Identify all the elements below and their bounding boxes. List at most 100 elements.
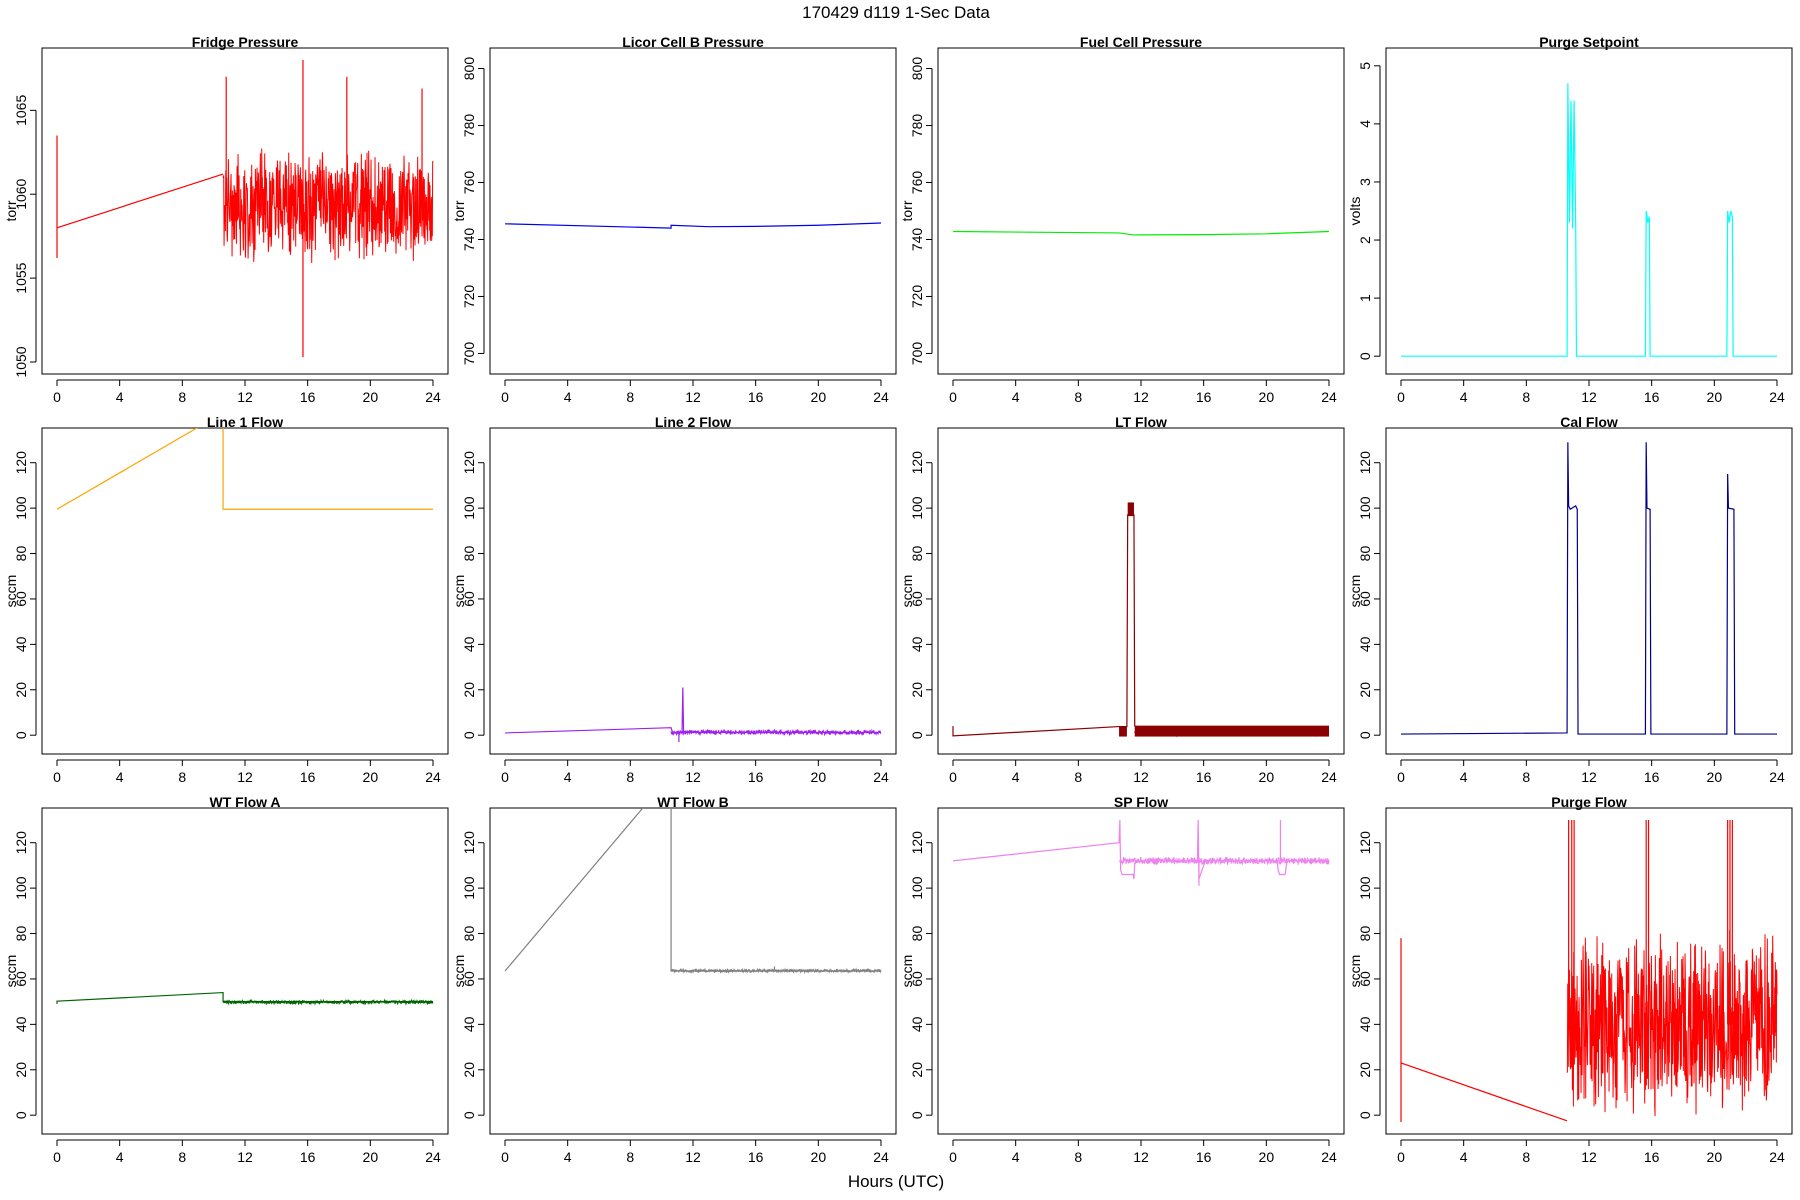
y-tick-label: 1	[1357, 294, 1373, 302]
y-tick-label: 800	[909, 57, 925, 81]
y-tick-label: 120	[461, 831, 477, 855]
chart-panel: WT Flow B sccm 0 4 8 12 16 20 24 0 20 40 60 80 100 120	[451, 794, 897, 1165]
chart-panel: Fridge Pressure torr 0 4 8 12 16 20 24 1050 1055 10…	[3, 34, 449, 405]
y-tick-label: 1055	[13, 262, 29, 293]
y-axis-label: torr	[451, 200, 467, 221]
x-tick-label: 8	[1522, 1149, 1530, 1165]
x-tick-label: 8	[178, 389, 186, 405]
x-tick-label: 4	[116, 389, 124, 405]
x-tick-label: 20	[363, 769, 379, 785]
chart-panel: SP Flow sccm 0 4 8 12 16 20 24 0 20 40 60 80 100 120	[899, 794, 1345, 1165]
panel-title: Fuel Cell Pressure	[1080, 34, 1202, 50]
data-series-noise	[670, 728, 882, 737]
plot-frame	[489, 807, 897, 1135]
x-tick-label: 4	[1460, 389, 1468, 405]
y-tick-label: 80	[461, 546, 477, 562]
x-tick-label: 4	[1012, 769, 1020, 785]
data-layer	[952, 819, 1330, 886]
data-layer	[952, 502, 1330, 738]
x-tick-label: 12	[237, 389, 253, 405]
x-tick-label: 8	[178, 769, 186, 785]
x-tick-label: 20	[1259, 769, 1275, 785]
x-tick-label: 20	[811, 769, 827, 785]
panel-title: Licor Cell B Pressure	[622, 34, 764, 50]
y-tick-label: 1050	[13, 346, 29, 377]
x-tick-label: 0	[949, 389, 957, 405]
y-tick-label: 80	[13, 546, 29, 562]
y-tick-label: 100	[909, 496, 925, 520]
y-axis-label: sccm	[3, 955, 19, 988]
y-tick-label: 780	[909, 114, 925, 138]
x-axis-label: Hours (UTC)	[848, 1172, 944, 1191]
chart-panel: Line 2 Flow sccm 0 4 8 12 16 20 24 0 20 40 60 80 100 12…	[451, 414, 897, 785]
x-tick-label: 12	[685, 769, 701, 785]
y-tick-label: 2	[1357, 236, 1373, 244]
y-tick-label: 40	[461, 1016, 477, 1032]
y-tick-label: 80	[13, 926, 29, 942]
x-tick-label: 0	[53, 1149, 61, 1165]
x-tick-label: 12	[1581, 389, 1597, 405]
data-layer	[504, 808, 882, 975]
y-tick-label: 700	[461, 342, 477, 366]
x-tick-label: 0	[1397, 389, 1405, 405]
x-tick-label: 20	[1707, 389, 1723, 405]
panel-title: Purge Setpoint	[1539, 34, 1639, 50]
x-tick-label: 24	[425, 1149, 441, 1165]
y-tick-label: 100	[13, 876, 29, 900]
x-tick-label: 8	[626, 1149, 634, 1165]
data-series-line	[952, 230, 1330, 236]
x-tick-label: 24	[1769, 769, 1785, 785]
plot-frame	[41, 807, 449, 1135]
y-tick-label: 120	[13, 831, 29, 855]
x-tick-label: 0	[949, 769, 957, 785]
y-tick-label: 0	[461, 1111, 477, 1119]
x-tick-label: 16	[300, 389, 316, 405]
y-tick-label: 760	[461, 171, 477, 195]
y-tick-label: 80	[1357, 926, 1373, 942]
panel-title: WT Flow B	[657, 794, 729, 810]
x-tick-label: 0	[949, 1149, 957, 1165]
y-tick-label: 60	[909, 971, 925, 987]
x-tick-label: 24	[1769, 1149, 1785, 1165]
y-tick-label: 0	[909, 1111, 925, 1119]
y-tick-label: 0	[1357, 731, 1373, 739]
y-tick-label: 0	[13, 1111, 29, 1119]
data-series-line	[1401, 83, 1777, 357]
x-tick-label: 4	[564, 769, 572, 785]
x-tick-label: 12	[685, 1149, 701, 1165]
y-axis-label: sccm	[451, 575, 467, 608]
y-tick-label: 60	[461, 591, 477, 607]
panel-title: SP Flow	[1114, 794, 1168, 810]
x-tick-label: 20	[1707, 1149, 1723, 1165]
x-tick-label: 4	[116, 769, 124, 785]
x-tick-label: 0	[501, 389, 509, 405]
y-axis-label: volts	[1347, 197, 1363, 226]
data-series-line	[1400, 938, 1568, 1122]
x-tick-label: 16	[1644, 389, 1660, 405]
y-axis-label: sccm	[899, 955, 915, 988]
y-tick-label: 800	[461, 57, 477, 81]
x-tick-label: 24	[1321, 389, 1337, 405]
y-tick-label: 20	[461, 1062, 477, 1078]
x-tick-label: 16	[1644, 1149, 1660, 1165]
filled-block	[1127, 502, 1134, 517]
y-tick-label: 20	[13, 682, 29, 698]
x-tick-label: 0	[501, 1149, 509, 1165]
x-tick-label: 20	[1259, 389, 1275, 405]
y-tick-label: 20	[909, 682, 925, 698]
y-tick-label: 80	[1357, 546, 1373, 562]
data-layer	[56, 60, 434, 357]
x-tick-label: 20	[1259, 1149, 1275, 1165]
y-axis-label: torr	[3, 200, 19, 221]
x-tick-label: 20	[363, 389, 379, 405]
y-tick-label: 0	[1357, 352, 1373, 360]
chart-panel: LT Flow sccm 0 4 8 12 16 20 24 0 20 40 60 80 100 120	[899, 414, 1345, 785]
data-series-noise	[1118, 856, 1330, 866]
y-axis-label: sccm	[1347, 575, 1363, 608]
plot-frame	[937, 807, 1345, 1135]
x-tick-label: 24	[1321, 1149, 1337, 1165]
x-tick-label: 12	[237, 1149, 253, 1165]
y-tick-label: 0	[461, 731, 477, 739]
x-tick-label: 16	[1644, 769, 1660, 785]
